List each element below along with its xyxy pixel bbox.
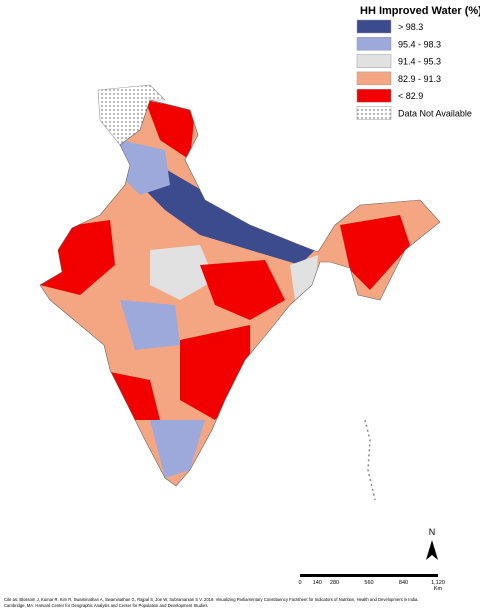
north-label: N	[429, 527, 436, 537]
legend-swatch	[356, 71, 392, 86]
legend-swatch	[356, 37, 392, 51]
scale-unit: Km	[434, 586, 443, 592]
legend-title: HH Improved Water (%)	[360, 5, 480, 17]
legend-swatch	[356, 106, 392, 120]
district-fill	[115, 140, 170, 195]
scale-label: 1,120	[431, 580, 445, 586]
districts	[40, 100, 440, 486]
legend-label: 95.4 - 98.3	[398, 39, 441, 49]
legend-swatch	[356, 54, 392, 68]
legend-label: 82.9 - 91.3	[398, 74, 441, 84]
district-fill	[340, 215, 410, 290]
citation-line: Cambridge, MA: Harvard Center for Geogra…	[4, 603, 209, 608]
scale-label: 560	[364, 580, 373, 586]
scale-label: 280	[330, 580, 339, 586]
legend-label: > 98.3	[398, 22, 423, 32]
legend-swatch	[356, 19, 392, 34]
north-arrow	[426, 540, 438, 560]
district-fill	[200, 260, 285, 320]
district-fill	[120, 300, 180, 350]
legend-swatch	[356, 88, 392, 103]
scale-label: 840	[399, 580, 408, 586]
legend-label: 91.4 - 95.3	[398, 57, 441, 67]
scale-label: 0	[298, 580, 301, 586]
citation-line: Cite as: Blossom J, Kumar R, Kim R, Swam…	[4, 597, 419, 602]
legend-label: < 82.9	[398, 91, 423, 101]
citation: Cite as: Blossom J, Kumar R, Kim R, Swam…	[4, 597, 419, 608]
country-outline	[39, 99, 441, 487]
district-fill	[145, 100, 195, 160]
district-fill	[180, 325, 250, 420]
district-fill	[150, 420, 205, 478]
scale-label: 140	[313, 580, 322, 586]
legend: > 98.3 95.4 - 98.3 91.4 - 95.3 82.9 - 91.3 <…	[356, 19, 472, 120]
district-fill	[150, 245, 215, 300]
legend-label: Data Not Available	[398, 109, 472, 119]
scale-bar-body	[300, 574, 438, 577]
islands	[364, 419, 376, 501]
